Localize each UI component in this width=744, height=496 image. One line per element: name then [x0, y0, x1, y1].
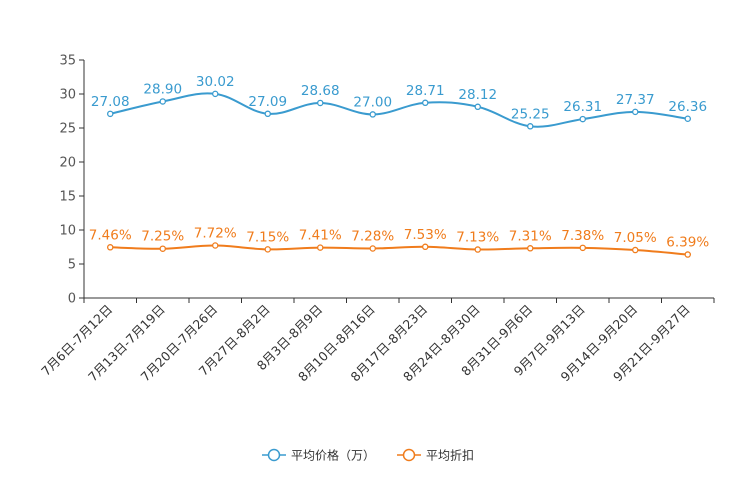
data-point	[421, 99, 429, 107]
data-label: 28.68	[301, 83, 340, 99]
data-label: 7.38%	[561, 228, 604, 244]
legend-item-1[interactable]: 平均价格（万）	[262, 448, 375, 463]
y-tick-label: 30	[59, 88, 76, 103]
series-1: 27.08 28.90 30.02 27.09 28.68 27.00 28.71 28.12…	[91, 74, 707, 130]
data-label: 7.46%	[89, 227, 132, 243]
data-label: 27.08	[91, 94, 130, 110]
data-label: 7.41%	[299, 228, 342, 244]
data-point	[211, 242, 219, 249]
data-point	[159, 245, 166, 252]
y-tick-label: 35	[59, 54, 76, 69]
data-label: 7.13%	[456, 230, 499, 246]
legend-label: 平均价格（万）	[291, 448, 375, 463]
data-label: 7.53%	[404, 227, 447, 243]
data-label: 27.37	[616, 92, 655, 108]
data-point	[579, 244, 587, 252]
series-line	[110, 92, 688, 128]
data-label: 7.31%	[509, 228, 552, 244]
data-label: 28.12	[458, 87, 497, 103]
y-tick-label: 20	[59, 156, 76, 171]
data-point	[527, 245, 534, 252]
data-point	[632, 246, 639, 254]
data-point	[369, 245, 376, 252]
data-label: 7.72%	[194, 226, 237, 242]
data-point	[369, 111, 376, 118]
data-label: 30.02	[196, 74, 235, 90]
series-layer: 27.08 28.90 30.02 27.09 28.68 27.00 28.71 28.12…	[89, 74, 709, 258]
data-point	[632, 108, 639, 116]
legend-marker-icon	[402, 448, 416, 462]
data-point	[684, 251, 692, 258]
data-label: 7.05%	[614, 230, 657, 246]
data-point	[264, 110, 271, 118]
data-point	[107, 110, 114, 118]
y-tick-label: 25	[59, 122, 76, 137]
series-line	[110, 244, 688, 256]
data-label: 27.00	[353, 94, 392, 110]
data-label: 26.36	[668, 99, 707, 115]
data-point	[316, 244, 324, 251]
data-label: 6.39%	[666, 235, 709, 251]
data-point	[579, 115, 587, 123]
data-point	[474, 246, 481, 253]
data-label: 26.31	[563, 99, 602, 115]
data-point	[684, 115, 692, 123]
data-label: 25.25	[511, 106, 550, 122]
data-label: 7.25%	[141, 229, 184, 245]
data-label: 7.15%	[246, 229, 289, 245]
data-point	[474, 103, 481, 111]
data-label: 27.09	[248, 94, 287, 110]
legend-label: 平均折扣	[426, 448, 474, 463]
y-tick-label: 0	[68, 292, 76, 307]
data-point	[211, 90, 219, 98]
data-point	[107, 244, 114, 251]
series-2: 7.46% 7.25% 7.72% 7.15% 7.41% 7.28% 7.53% 7.13%…	[89, 226, 709, 258]
data-label: 28.90	[143, 81, 182, 97]
legend[interactable]: 平均价格（万） 平均折扣	[262, 448, 474, 463]
data-label: 7.28%	[351, 228, 394, 244]
data-label: 28.71	[406, 83, 445, 99]
data-point	[159, 98, 166, 105]
legend-marker-icon	[267, 448, 281, 462]
y-tick-label: 15	[59, 190, 76, 205]
data-point	[264, 246, 271, 253]
data-point	[421, 243, 429, 251]
legend-item-2[interactable]: 平均折扣	[397, 448, 474, 463]
y-tick-label: 10	[59, 224, 76, 239]
data-point	[316, 99, 324, 107]
data-point	[527, 123, 534, 130]
y-tick-label: 5	[68, 258, 76, 273]
